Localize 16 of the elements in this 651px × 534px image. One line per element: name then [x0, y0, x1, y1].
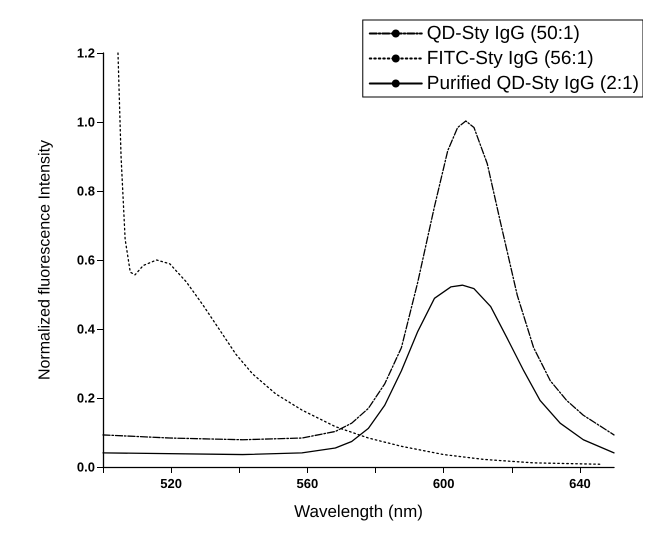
x-tick-label: 640 [569, 476, 591, 491]
legend-label: Purified QD-Sty IgG (2:1) [426, 73, 640, 94]
x-tick-label: 560 [296, 476, 318, 491]
y-tick-label: 1.2 [76, 46, 95, 60]
y-tick-label: 0.6 [76, 252, 95, 268]
y-tick-label: 1.0 [76, 114, 95, 130]
x-axis-title: Wavelength (nm) [294, 502, 423, 521]
y-tick-label: 0.2 [76, 390, 95, 406]
y-tick-label: 0.8 [76, 184, 95, 198]
x-tick-label: 520 [160, 476, 182, 491]
y-tick-label: 0.4 [76, 322, 96, 336]
legend-label: QD-Sty IgG (50:1) [426, 23, 580, 44]
y-tick-label: 0.0 [76, 460, 95, 474]
legend-label: FITC-Sty IgG (56:1) [426, 48, 594, 69]
x-tick-label: 600 [432, 476, 455, 491]
y-axis-title: Normalized fluorescence Intensity [36, 140, 54, 380]
